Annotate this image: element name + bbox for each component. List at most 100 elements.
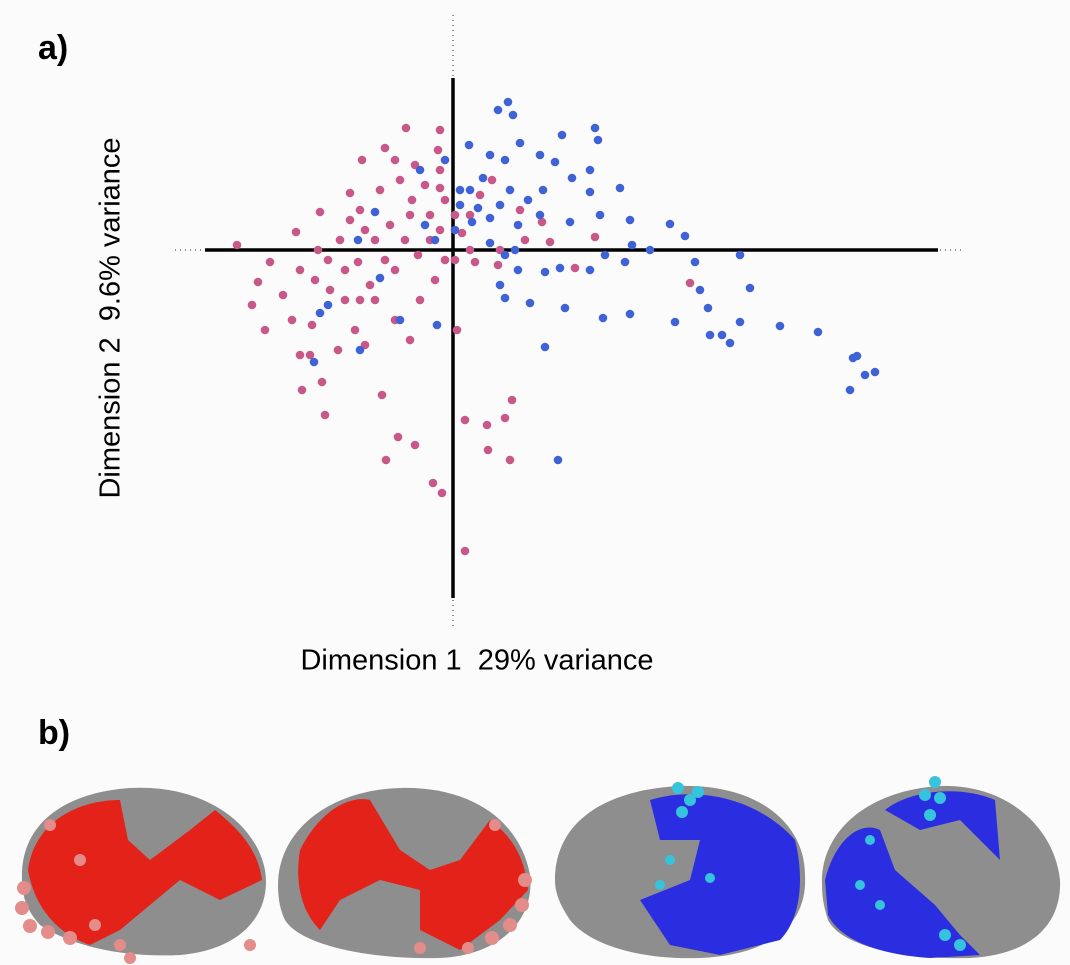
point <box>590 123 600 133</box>
point <box>495 280 505 290</box>
point <box>503 97 513 107</box>
point <box>410 440 420 450</box>
point <box>390 265 400 275</box>
point <box>315 207 325 217</box>
point <box>317 377 327 387</box>
point <box>353 257 363 267</box>
point <box>435 125 445 135</box>
point <box>315 308 325 318</box>
point <box>513 220 523 230</box>
point <box>420 220 430 230</box>
point <box>485 238 495 248</box>
point <box>467 217 477 227</box>
point <box>550 157 560 167</box>
point <box>523 195 533 205</box>
point <box>370 235 380 245</box>
point <box>500 293 510 303</box>
point <box>465 210 475 220</box>
point <box>295 350 305 360</box>
point <box>450 255 460 265</box>
point <box>670 317 680 327</box>
point <box>232 240 242 250</box>
point <box>560 303 570 313</box>
point <box>625 309 635 319</box>
point <box>425 210 435 220</box>
point <box>433 145 443 155</box>
point <box>665 219 675 229</box>
point <box>435 225 445 235</box>
point <box>428 478 438 488</box>
point <box>553 455 563 465</box>
point <box>390 155 400 165</box>
point <box>405 335 415 345</box>
point <box>260 325 270 335</box>
point <box>385 220 395 230</box>
point <box>555 263 565 273</box>
point <box>415 165 425 175</box>
point <box>515 138 525 148</box>
point <box>495 200 505 210</box>
point <box>340 295 350 305</box>
point <box>357 155 367 165</box>
point <box>440 255 450 265</box>
panel-label: a) <box>38 29 68 67</box>
point <box>413 250 423 260</box>
point <box>482 420 492 430</box>
point <box>535 210 545 220</box>
point <box>685 278 695 288</box>
point <box>745 283 755 293</box>
point <box>353 235 363 245</box>
point <box>485 213 495 223</box>
point <box>500 413 510 423</box>
point <box>305 350 315 360</box>
point <box>309 357 319 367</box>
brain-images <box>15 776 1061 964</box>
point <box>323 255 333 265</box>
point <box>350 325 360 335</box>
point <box>377 390 387 400</box>
panel-label: b) <box>38 714 70 752</box>
point <box>450 210 460 220</box>
point <box>320 410 330 420</box>
point <box>493 105 503 115</box>
point <box>407 195 417 205</box>
point <box>335 235 345 245</box>
point <box>860 370 870 380</box>
point <box>450 225 460 235</box>
point <box>420 180 430 190</box>
point <box>593 135 603 145</box>
point <box>570 263 580 273</box>
point <box>525 298 535 308</box>
point <box>253 277 263 287</box>
point <box>381 455 391 465</box>
point <box>355 345 365 355</box>
point <box>507 395 517 405</box>
point <box>557 130 567 140</box>
point <box>487 175 497 185</box>
point <box>475 190 485 200</box>
point <box>452 325 462 335</box>
point <box>291 227 301 237</box>
point <box>483 445 493 455</box>
point <box>590 232 600 242</box>
point <box>360 225 370 235</box>
point <box>295 265 305 275</box>
point <box>625 215 635 225</box>
x-axis-label: Dimension 1 29% variance <box>300 645 653 677</box>
point <box>510 245 520 255</box>
point <box>432 320 442 330</box>
point <box>717 330 727 340</box>
point <box>393 432 403 442</box>
point <box>375 273 385 283</box>
point <box>310 275 320 285</box>
point <box>380 255 390 265</box>
point <box>600 250 610 260</box>
point <box>400 235 410 245</box>
point <box>520 235 530 245</box>
point <box>585 187 595 197</box>
point <box>845 385 855 395</box>
point <box>615 183 625 193</box>
point <box>278 290 288 300</box>
point <box>333 345 343 355</box>
